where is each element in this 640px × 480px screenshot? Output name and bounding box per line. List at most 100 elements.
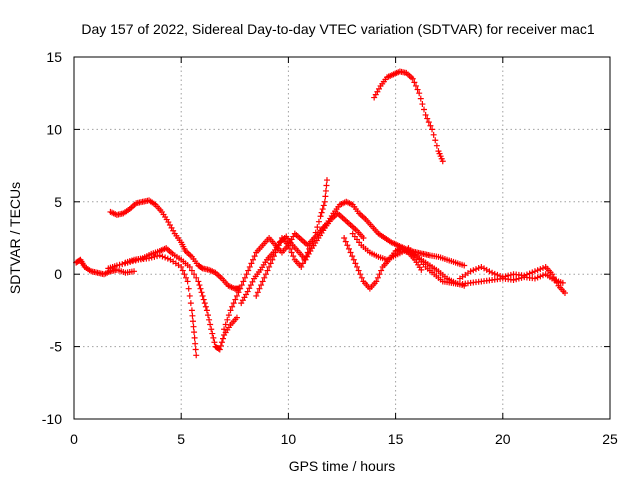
data-point <box>207 321 214 328</box>
data-point <box>374 274 381 281</box>
data-point <box>424 115 431 122</box>
data-point <box>246 285 253 292</box>
data-point <box>347 249 354 256</box>
data-point <box>417 95 424 102</box>
data-point <box>497 273 504 280</box>
data-point <box>531 275 538 282</box>
data-point <box>197 285 204 292</box>
chart-title: Day 157 of 2022, Sidereal Day-to-day VTE… <box>81 21 594 37</box>
data-point <box>523 271 530 278</box>
data-point <box>261 274 268 281</box>
data-point <box>494 271 501 278</box>
data-point <box>304 249 311 256</box>
y-tick-label: -5 <box>50 339 63 355</box>
data-point <box>537 266 544 273</box>
y-tick-label: 15 <box>46 49 62 65</box>
data-point <box>245 267 252 274</box>
data-point <box>189 312 196 319</box>
data-point <box>191 334 198 341</box>
data-point <box>178 263 185 270</box>
data-point <box>253 292 260 299</box>
data-point <box>205 312 211 319</box>
data-point <box>502 273 509 280</box>
data-point <box>202 303 209 310</box>
data-point <box>113 262 120 269</box>
data-point <box>184 278 191 285</box>
data-point <box>467 268 474 275</box>
x-tick-label: 20 <box>495 431 511 447</box>
x-axis-label: GPS time / hours <box>289 458 396 474</box>
data-point <box>221 326 228 333</box>
data-point <box>256 285 263 292</box>
data-point <box>507 271 514 278</box>
data-point <box>270 253 277 260</box>
data-point <box>315 218 322 225</box>
data-point <box>131 268 138 275</box>
data-point <box>275 242 282 249</box>
data-point <box>217 342 224 349</box>
data-point <box>203 307 210 314</box>
data-point <box>159 253 166 260</box>
data-point <box>409 75 416 82</box>
data-point <box>510 276 517 283</box>
data-markers <box>73 68 568 359</box>
data-point <box>473 266 479 273</box>
data-point <box>505 272 512 279</box>
data-point <box>262 271 269 278</box>
data-point <box>185 285 192 292</box>
data-point <box>354 263 361 270</box>
data-point <box>246 263 253 270</box>
data-point <box>200 296 207 303</box>
data-point <box>195 278 202 285</box>
data-point <box>119 261 126 268</box>
data-point <box>321 198 328 205</box>
data-point <box>559 279 566 286</box>
data-point <box>357 271 364 278</box>
data-point <box>309 238 316 245</box>
data-point <box>247 282 254 289</box>
data-point <box>489 269 496 276</box>
data-point <box>561 290 568 297</box>
data-point <box>198 289 205 296</box>
y-tick-label: 10 <box>46 121 62 137</box>
data-point <box>218 339 225 346</box>
data-point <box>181 271 188 278</box>
data-point <box>267 260 274 267</box>
data-point <box>461 262 468 269</box>
data-point <box>319 206 326 213</box>
data-point <box>244 288 251 295</box>
data-point <box>229 303 236 310</box>
data-point <box>196 282 203 289</box>
data-point <box>358 274 365 281</box>
data-point <box>531 268 538 275</box>
data-point <box>429 126 436 133</box>
data-point <box>521 272 528 279</box>
data-point <box>298 263 305 270</box>
data-point <box>499 274 506 281</box>
data-point <box>230 300 237 307</box>
data-point <box>235 289 242 296</box>
data-point <box>188 267 195 274</box>
data-point <box>211 339 218 346</box>
data-point <box>220 335 227 342</box>
data-point <box>201 300 208 307</box>
data-point <box>241 274 248 281</box>
data-point <box>322 187 329 194</box>
data-point <box>422 111 429 118</box>
data-point <box>164 255 171 262</box>
data-point <box>433 142 440 149</box>
tick-labels: 0 5 10 15 20 25 -10 -5 0 5 10 15 <box>42 49 618 447</box>
data-point <box>470 267 477 274</box>
data-point <box>301 256 308 263</box>
data-point <box>475 265 482 272</box>
data-point <box>318 209 325 216</box>
data-point <box>151 253 158 260</box>
data-point <box>251 253 258 260</box>
data-point <box>425 119 432 126</box>
data-point <box>430 131 437 138</box>
data-point <box>439 158 446 165</box>
data-point <box>320 202 327 209</box>
data-point <box>317 213 324 220</box>
data-point <box>349 253 356 260</box>
